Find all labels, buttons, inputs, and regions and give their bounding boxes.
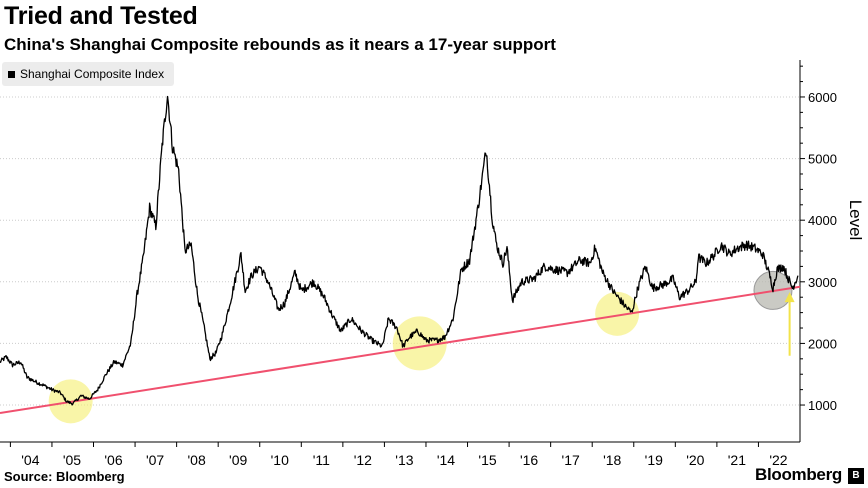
legend-swatch bbox=[8, 70, 15, 78]
x-tick-label: '16 bbox=[520, 452, 538, 468]
x-tick-label: '18 bbox=[603, 452, 621, 468]
y-axis-title: Level bbox=[846, 200, 865, 241]
legend-label: Shanghai Composite Index bbox=[20, 67, 165, 81]
legend: Shanghai Composite Index bbox=[2, 62, 175, 86]
x-tick-label: '12 bbox=[354, 452, 372, 468]
x-tick-label: '21 bbox=[728, 452, 746, 468]
x-tick-label: '06 bbox=[104, 452, 122, 468]
bloomberg-logo-icon: B bbox=[848, 468, 864, 484]
y-tick-label: 1000 bbox=[808, 398, 837, 413]
x-tick-label: '13 bbox=[395, 452, 413, 468]
chart-subtitle: China's Shanghai Composite rebounds as i… bbox=[4, 35, 556, 54]
highlight-circle bbox=[595, 291, 640, 336]
x-tick-label: '05 bbox=[63, 452, 81, 468]
x-tick-label: '22 bbox=[769, 452, 787, 468]
y-tick-label: 3000 bbox=[808, 275, 837, 290]
y-tick-label: 4000 bbox=[808, 213, 837, 228]
source-note: Source: Bloomberg bbox=[4, 469, 125, 484]
chart-title: Tried and Tested bbox=[4, 2, 198, 30]
x-tick-label: '10 bbox=[271, 452, 289, 468]
x-tick-label: '17 bbox=[562, 452, 580, 468]
x-tick-label: '04 bbox=[21, 452, 39, 468]
y-tick-label: 2000 bbox=[808, 336, 837, 351]
x-tick-label: '14 bbox=[437, 452, 455, 468]
x-tick-label: '11 bbox=[313, 452, 330, 468]
x-tick-label: '20 bbox=[686, 452, 704, 468]
x-tick-label: '08 bbox=[187, 452, 205, 468]
x-tick-label: '19 bbox=[645, 452, 663, 468]
annotation-arrow-head bbox=[784, 292, 795, 303]
y-tick-label: 5000 bbox=[808, 152, 837, 167]
series-line-shanghai-composite bbox=[0, 95, 799, 406]
x-tick-label: '09 bbox=[229, 452, 247, 468]
x-tick-label: '15 bbox=[478, 452, 496, 468]
x-tick-label: '07 bbox=[146, 452, 164, 468]
support-trendline bbox=[0, 285, 801, 415]
y-tick-label: 6000 bbox=[808, 90, 837, 105]
brand-wordmark: Bloomberg bbox=[754, 465, 842, 484]
highlight-circle bbox=[392, 316, 447, 371]
